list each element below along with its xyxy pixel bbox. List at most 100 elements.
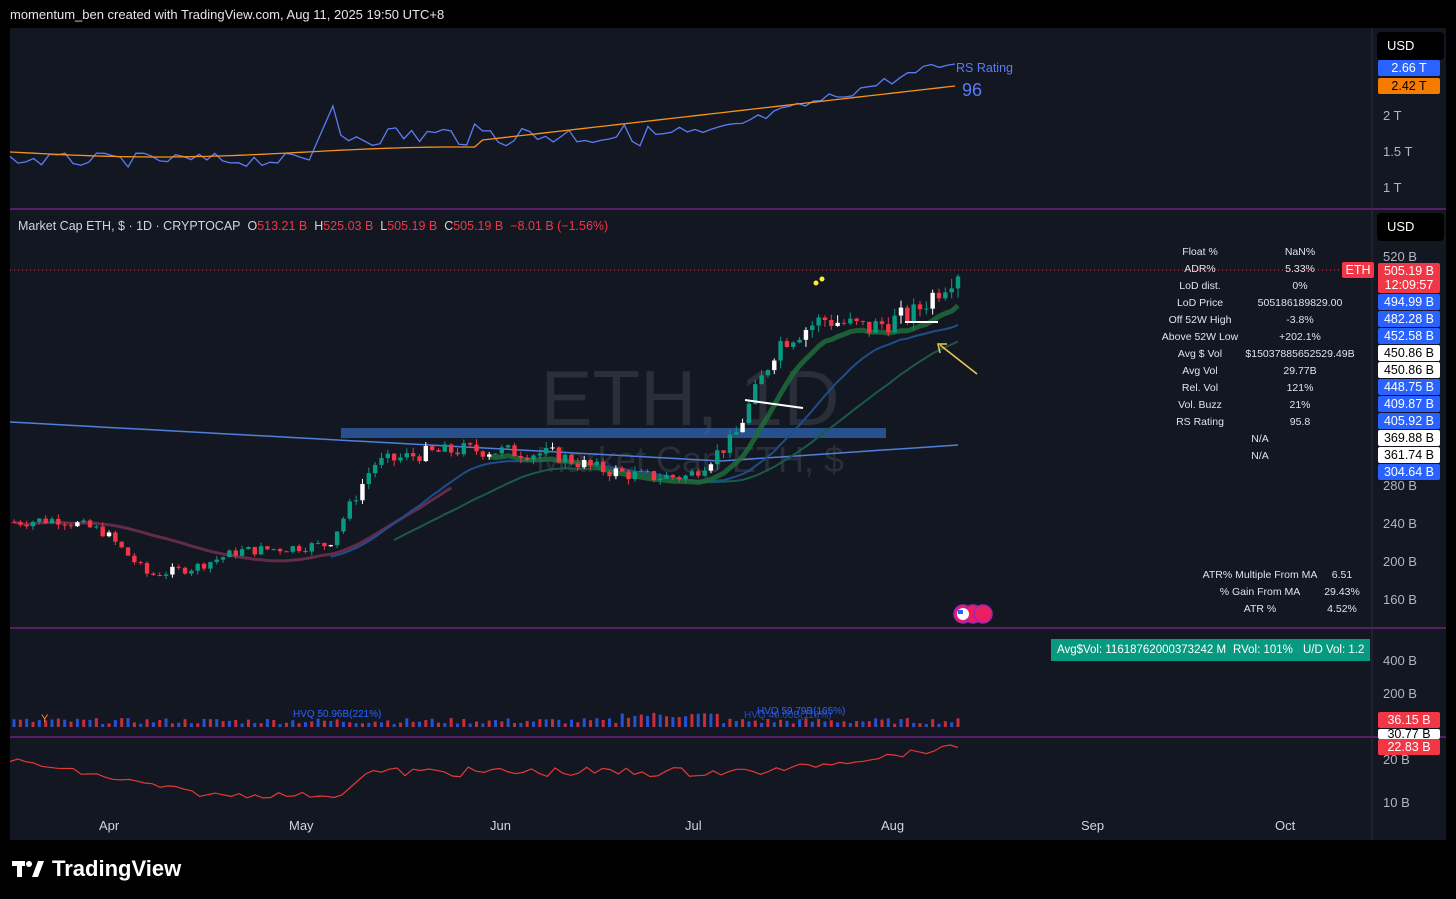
candle-body (829, 320, 834, 326)
arrow-head (937, 343, 947, 354)
volume-bar (31, 721, 35, 727)
candle-body (835, 322, 840, 326)
symbol-legend[interactable]: Market Cap ETH, $ · 1D · CRYPTOCAP O513.… (18, 219, 608, 233)
candle-body (562, 454, 568, 463)
candle-body (721, 450, 726, 453)
candle-body (385, 453, 390, 459)
volume-bar (284, 722, 288, 727)
volume-bar (785, 720, 789, 727)
volume-bar (532, 721, 536, 727)
candle-body (715, 450, 720, 465)
volume-bar (880, 719, 884, 727)
volume-bar (126, 718, 130, 727)
price-tag: 450.86 B (1378, 362, 1440, 378)
atr-label: ATR % (1243, 603, 1277, 615)
volume-bar (500, 721, 504, 727)
atr-value: 6.51 (1331, 569, 1353, 581)
stats-value: $15037885652529.49B (1245, 348, 1355, 360)
candle-body (658, 478, 663, 481)
candle-body (575, 463, 581, 468)
volume-bar (544, 719, 548, 727)
volume-tag-hidden: 30.77 B (1378, 729, 1440, 739)
tradingview-brand[interactable]: TradingView (12, 856, 181, 882)
candle-body (917, 304, 923, 310)
volume-bar (455, 723, 459, 727)
volume-bar (208, 719, 212, 727)
candle-body (626, 471, 631, 480)
volume-bar (893, 723, 897, 727)
volume-bar (354, 723, 358, 727)
price-tag: 505.19 B (1378, 263, 1440, 279)
currency-button-top[interactable]: USD (1377, 32, 1444, 60)
candle-body (499, 447, 505, 454)
candle-body (284, 551, 289, 553)
volume-bar (240, 723, 244, 727)
stats-label: LoD Price (1176, 297, 1224, 309)
volume-bar (44, 720, 48, 727)
candle-body (670, 474, 676, 478)
candle-body (309, 543, 314, 552)
signal-dot (819, 276, 825, 282)
candle-body (949, 288, 954, 293)
event-icons[interactable] (953, 604, 993, 624)
time-axis-tick: May (289, 818, 314, 833)
volume-bar (918, 723, 922, 727)
volume-bar (259, 723, 263, 727)
volume-bar (551, 719, 555, 727)
candle-body (37, 518, 42, 522)
volume-bar (848, 722, 852, 727)
rs-tag-orange: 2.42 T (1378, 78, 1440, 94)
volume-axis-tick: 400 B (1383, 653, 1417, 668)
candle-body (467, 443, 473, 445)
candle-body (11, 522, 17, 524)
volume-bar (202, 718, 206, 727)
volume-bar (88, 719, 92, 727)
na-value: N/A (1251, 433, 1269, 445)
candle-body (708, 464, 714, 471)
volume-bar (158, 720, 162, 727)
volume-bar (570, 719, 574, 727)
volume-bar (94, 718, 98, 727)
candle-body (341, 518, 346, 532)
volume-bar (246, 719, 250, 727)
volume-bar (513, 722, 517, 727)
volume-bar (303, 722, 307, 727)
candle-body (138, 562, 143, 564)
price-tag: 450.86 B (1378, 345, 1440, 361)
volume-bar (861, 721, 865, 727)
candle-body (493, 453, 498, 455)
volume-bar (424, 720, 428, 727)
tradingview-brand-name: TradingView (52, 856, 182, 881)
volume-bar (373, 721, 377, 727)
volume-bar (215, 719, 219, 727)
rs-tag-blue: 2.66 T (1378, 60, 1440, 76)
candle-body (233, 550, 238, 556)
volume-bar (519, 722, 523, 727)
candle-body (924, 308, 929, 310)
ma200-line (9, 421, 959, 462)
candle-body (886, 324, 891, 333)
volume-bar (950, 722, 954, 727)
volume-bar (557, 719, 561, 727)
candle-body (753, 384, 758, 404)
candle-body (119, 541, 124, 548)
candle-body (334, 531, 340, 546)
volume-bar (272, 719, 276, 727)
volume-bar (671, 717, 675, 727)
bottom-axis-tick: 10 B (1383, 795, 1410, 810)
price-axis-tick: 200 B (1383, 554, 1417, 569)
volume-bar (677, 717, 681, 727)
volume-bar (753, 720, 757, 727)
candle-body (645, 471, 650, 473)
volume-bar (563, 723, 567, 727)
candle-body (898, 307, 904, 316)
event-flag-icon[interactable] (973, 604, 993, 624)
currency-button-main[interactable]: USD (1377, 213, 1444, 241)
candle-body (43, 518, 48, 524)
candle-body (867, 321, 872, 333)
candle-body (239, 549, 245, 556)
price-tag: 452.58 B (1378, 328, 1440, 344)
volume-bar (417, 721, 421, 727)
legend-low: 505.19 B (387, 219, 438, 233)
